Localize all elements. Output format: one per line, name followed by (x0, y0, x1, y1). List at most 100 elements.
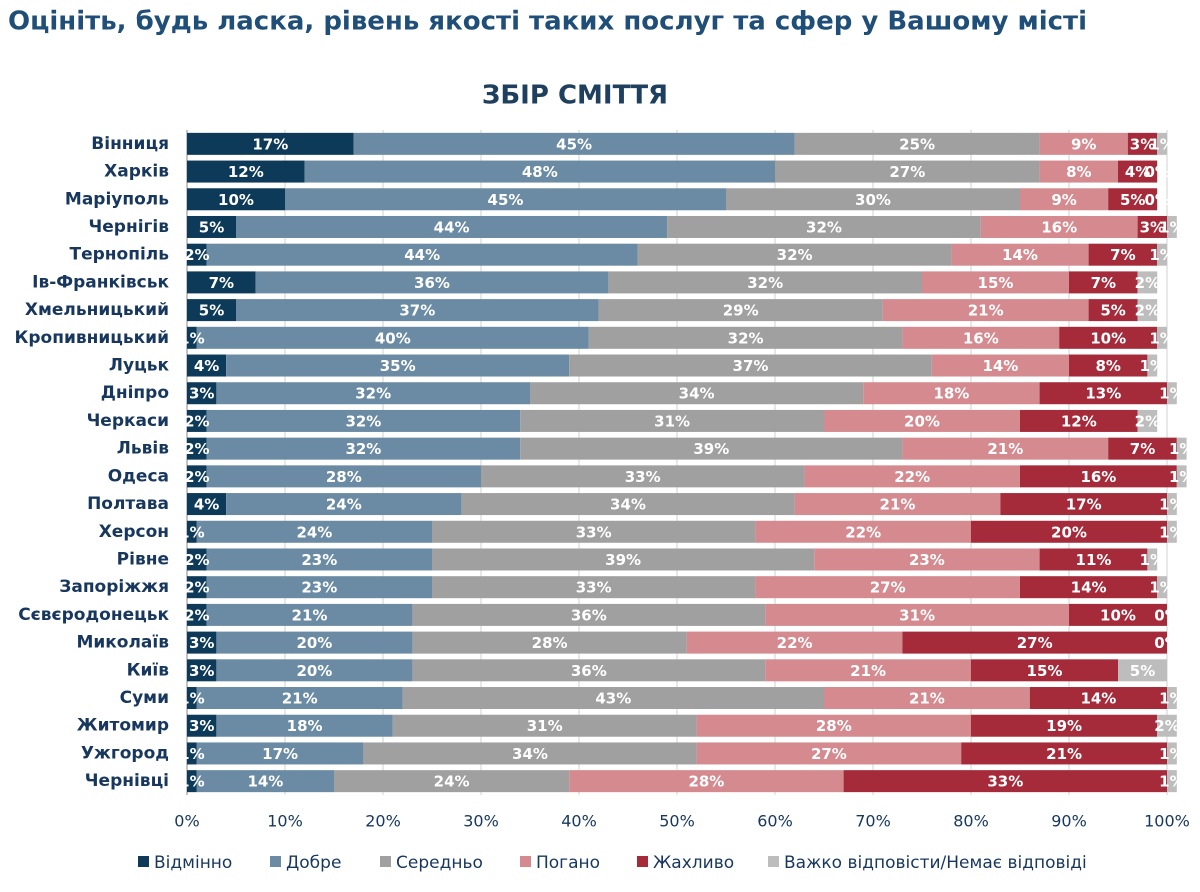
value-label: 1% (179, 523, 204, 541)
value-label: 22% (845, 523, 881, 541)
bar-segment (1137, 215, 1167, 238)
bar-segment (255, 271, 609, 294)
bar-segment (236, 215, 668, 238)
bar-segment (520, 409, 824, 432)
bar-segment (1157, 714, 1177, 737)
y-tick-label: Сєвєродонецьк (18, 605, 169, 625)
value-label: 9% (1051, 191, 1076, 209)
bar-segment (187, 243, 207, 266)
value-label: 32% (345, 412, 381, 430)
bar-segment (794, 132, 1040, 155)
bar-segment (598, 299, 883, 322)
value-label: 28% (816, 717, 852, 735)
bar-segment (412, 603, 766, 626)
x-tick-label: 30% (463, 812, 499, 831)
bar-segment (569, 354, 932, 377)
bar-segment (216, 631, 413, 654)
bar-segment (334, 770, 570, 793)
value-label: 7% (1110, 246, 1135, 264)
value-label: 14% (982, 357, 1018, 375)
bar-segment (902, 326, 1060, 349)
value-label: 36% (571, 606, 607, 624)
bar-segment (608, 271, 922, 294)
value-label: 39% (605, 551, 641, 569)
value-label: 40% (375, 329, 411, 347)
bar-segment (814, 548, 1040, 571)
bar-segment (1020, 465, 1177, 488)
bar-segment (187, 520, 197, 543)
bar-segment (216, 659, 413, 682)
y-tick-label: Рівне (117, 549, 169, 569)
bar-segment (1118, 160, 1158, 183)
value-label: 36% (571, 662, 607, 680)
value-label: 2% (1135, 274, 1160, 292)
value-label: 24% (296, 523, 332, 541)
bar-segment (696, 714, 971, 737)
bar-segment (1157, 576, 1167, 599)
value-label: 27% (889, 163, 925, 181)
value-label: 34% (512, 745, 548, 763)
bar-segment (882, 299, 1089, 322)
bar-segment (187, 714, 217, 737)
value-label: 4% (1125, 163, 1150, 181)
value-label: 1% (1159, 496, 1184, 514)
bar-segment (187, 326, 197, 349)
value-label: 5% (199, 218, 224, 236)
bar-segment (412, 631, 687, 654)
bar-segment (226, 493, 462, 516)
y-tick-label: Полтава (87, 494, 169, 514)
bar-segment (569, 770, 844, 793)
value-label: 31% (899, 606, 935, 624)
value-label: 3% (189, 634, 214, 652)
bar-segment (206, 465, 481, 488)
value-label: 1% (179, 690, 204, 708)
value-label: 45% (556, 135, 592, 153)
value-label: 5% (1120, 191, 1145, 209)
legend-label: Добре (286, 853, 341, 873)
y-tick-label: Луцьк (109, 356, 170, 376)
bar-segment (1127, 132, 1158, 155)
bar-segment (1069, 354, 1148, 377)
value-label: 44% (434, 218, 470, 236)
value-label: 31% (527, 717, 563, 735)
value-label: 27% (870, 579, 906, 597)
value-label: 27% (1017, 634, 1053, 652)
bar-segment (765, 603, 1069, 626)
bar-segment (432, 520, 756, 543)
value-label: 2% (184, 412, 209, 430)
value-label: 21% (282, 690, 318, 708)
value-label: 14% (1071, 579, 1107, 597)
x-tick-label: 80% (953, 812, 989, 831)
y-tick-label: Чернівці (85, 771, 169, 791)
value-label: 15% (1027, 662, 1063, 680)
bar-segment (187, 160, 305, 183)
value-label: 19% (1046, 717, 1082, 735)
bar-segment (187, 548, 207, 571)
y-tick-label: Тернопіль (70, 245, 170, 265)
bar-segment (196, 770, 334, 793)
value-label: 1% (1149, 246, 1174, 264)
value-label: 21% (292, 606, 328, 624)
value-label: 1% (179, 773, 204, 791)
value-label: 13% (1085, 385, 1121, 403)
bar-segment (1069, 271, 1138, 294)
value-label: 28% (532, 634, 568, 652)
value-label: 5% (199, 302, 224, 320)
bar-segment (363, 742, 697, 765)
bar-segment (187, 659, 217, 682)
bar-segment (432, 548, 815, 571)
value-label: 20% (1051, 523, 1087, 541)
bar-segment (1147, 354, 1158, 377)
value-label: 3% (1140, 218, 1165, 236)
bar-segment (1147, 548, 1158, 571)
value-label: 20% (904, 412, 940, 430)
value-label: 5% (1100, 302, 1125, 320)
value-label: 21% (968, 302, 1004, 320)
bar-segment (1167, 770, 1177, 793)
bar-segment (402, 687, 824, 710)
x-tick-label: 40% (561, 812, 597, 831)
value-label: 16% (1041, 218, 1077, 236)
bar-segment (187, 770, 197, 793)
bar-segment (187, 687, 197, 710)
y-tick-label: Львів (117, 439, 169, 459)
